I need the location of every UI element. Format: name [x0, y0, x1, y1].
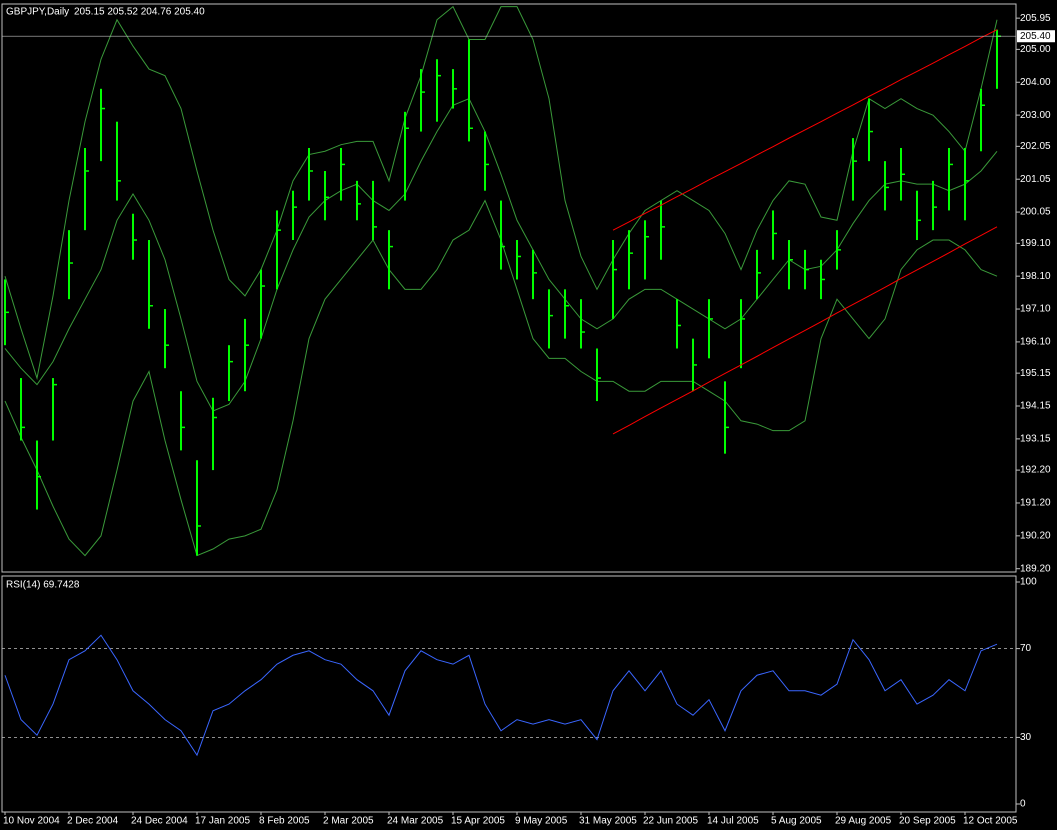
y-tick-label: 190.20: [1020, 530, 1051, 541]
y-tick-label: 198.10: [1020, 271, 1051, 282]
bollinger-band: [4, 5, 998, 381]
channel-line: [612, 226, 998, 435]
y-tick-label: 196.10: [1020, 337, 1051, 348]
last-price-label: 205.40: [1020, 31, 1051, 42]
x-tick-label: 15 Apr 2005: [451, 816, 505, 827]
rsi-line: [4, 634, 998, 757]
y-tick-label: 200.05: [1020, 207, 1051, 218]
x-tick-label: 14 Jul 2005: [707, 816, 759, 827]
x-tick-label: 29 Aug 2005: [835, 816, 892, 827]
ohlc-readout: 205.15 205.52 204.76 205.40: [74, 7, 205, 18]
x-tick-label: 24 Dec 2004: [131, 816, 188, 827]
x-tick-label: 2 Dec 2004: [67, 816, 119, 827]
y-tick-label: 189.20: [1020, 563, 1051, 574]
x-tick-label: 10 Nov 2004: [3, 816, 60, 827]
y-tick-label: 30: [1020, 732, 1032, 743]
x-tick-label: 31 May 2005: [579, 816, 637, 827]
x-tick-label: 17 Jan 2005: [195, 816, 250, 827]
y-tick-label: 203.00: [1020, 110, 1051, 121]
y-tick-label: 197.10: [1020, 304, 1051, 315]
y-tick-label: 194.15: [1020, 401, 1051, 412]
x-tick-label: 9 May 2005: [515, 816, 568, 827]
y-tick-label: 205.00: [1020, 44, 1051, 55]
y-tick-label: 191.20: [1020, 498, 1051, 509]
x-tick-label: 8 Feb 2005: [259, 816, 310, 827]
price-panel-frame: [1, 3, 1017, 573]
y-tick-label: 70: [1020, 643, 1032, 654]
rsi-title: RSI(14) 69.7428: [6, 580, 80, 591]
rsi-panel-frame: [1, 575, 1017, 813]
x-tick-label: 20 Sep 2005: [899, 816, 956, 827]
y-tick-label: 201.05: [1020, 174, 1051, 185]
y-tick-label: 193.15: [1020, 434, 1051, 445]
x-tick-label: 24 Mar 2005: [387, 816, 444, 827]
y-tick-label: 195.15: [1020, 368, 1051, 379]
last-price-box: [1017, 30, 1055, 43]
x-tick-label: 22 Jun 2005: [643, 816, 698, 827]
y-tick-label: 205.95: [1020, 13, 1051, 24]
chart-title: GBPJPY,Daily: [6, 7, 69, 18]
y-tick-label: 199.10: [1020, 238, 1051, 249]
y-tick-label: 0: [1020, 799, 1026, 810]
x-tick-label: 12 Oct 2005: [963, 816, 1018, 827]
bollinger-band: [4, 98, 998, 412]
y-tick-label: 202.05: [1020, 141, 1051, 152]
y-tick-label: 192.20: [1020, 465, 1051, 476]
y-tick-label: 100: [1020, 577, 1037, 588]
x-tick-label: 5 Aug 2005: [771, 816, 822, 827]
x-tick-label: 2 Mar 2005: [323, 816, 374, 827]
channel-line: [612, 29, 998, 231]
y-tick-label: 204.00: [1020, 77, 1051, 88]
